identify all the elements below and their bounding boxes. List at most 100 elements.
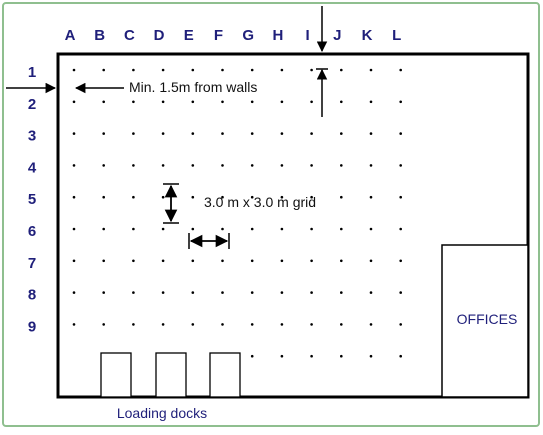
grid-dot — [280, 227, 284, 231]
grid-dot — [280, 132, 284, 135]
grid-dot — [310, 164, 313, 167]
column-label-h: H — [272, 27, 283, 44]
grid-dot — [399, 259, 403, 263]
grid-dot — [399, 100, 403, 104]
grid-dot — [161, 68, 165, 72]
grid-dot — [102, 323, 105, 326]
grid-dot — [161, 227, 165, 231]
grid-dot — [340, 259, 343, 263]
column-label-d: D — [154, 27, 165, 44]
loading-docks — [100, 352, 241, 398]
grid-dot — [310, 291, 313, 294]
grid-dot — [399, 195, 403, 199]
grid-dot — [102, 259, 105, 263]
grid-dot — [369, 354, 373, 358]
grid-dot — [221, 259, 224, 263]
column-label-k: K — [362, 27, 373, 44]
loading-dock-1 — [100, 352, 132, 398]
grid-dot — [310, 195, 313, 199]
column-label-b: B — [94, 27, 105, 44]
grid-dot — [369, 164, 373, 167]
grid-dot — [191, 164, 195, 167]
column-label-f: F — [214, 27, 223, 44]
grid-dot — [221, 132, 224, 135]
grid-dot — [369, 100, 373, 104]
grid-dot — [72, 323, 76, 326]
grid-dot — [310, 132, 313, 135]
grid-dot — [250, 132, 254, 135]
grid-dot — [250, 227, 254, 231]
grid-dot — [221, 68, 224, 72]
row-label-7: 7 — [28, 255, 36, 272]
grid-dot — [132, 227, 135, 231]
grid-dot — [161, 259, 165, 263]
grid-dot — [132, 259, 135, 263]
grid-dot — [340, 354, 343, 358]
grid-dot — [280, 164, 284, 167]
grid-dot — [280, 354, 284, 358]
row-label-6: 6 — [28, 223, 36, 240]
grid-dot — [102, 100, 105, 104]
grid-dot — [102, 195, 105, 199]
grid-dot — [369, 227, 373, 231]
grid-dot — [340, 100, 343, 104]
column-label-i: I — [306, 27, 310, 44]
frame-shadow — [2, 2, 540, 427]
grid-dot — [340, 164, 343, 167]
grid-dot — [102, 291, 105, 294]
grid-spacing-note: 3.0 m x 3.0 m grid — [204, 194, 316, 210]
grid-dot — [161, 100, 165, 104]
row-label-5: 5 — [28, 191, 36, 208]
grid-dot — [221, 291, 224, 294]
grid-dot — [310, 68, 313, 72]
grid-dot — [250, 323, 254, 326]
grid-dot — [399, 132, 403, 135]
column-labels: A B C D E F G H I J K L — [65, 27, 402, 44]
grid-dot — [161, 323, 165, 326]
building-outline — [56, 52, 530, 399]
grid-dot — [132, 323, 135, 326]
grid-dot — [161, 164, 165, 167]
grid-dot — [72, 195, 76, 199]
column-label-a: A — [65, 27, 76, 44]
grid-dot — [221, 195, 224, 199]
grid-dot — [369, 259, 373, 263]
grid-dot — [399, 323, 403, 326]
row-label-3: 3 — [28, 128, 36, 145]
grid-dot — [72, 164, 76, 167]
offices-block — [441, 244, 529, 398]
grid-dot — [191, 100, 195, 104]
column-grid-dots — [72, 68, 403, 358]
grid-dot — [132, 68, 135, 72]
grid-dot — [191, 227, 195, 231]
grid-dot — [72, 68, 76, 72]
grid-dot — [280, 291, 284, 294]
grid-dot — [72, 132, 76, 135]
grid-dot — [310, 259, 313, 263]
grid-dot — [102, 68, 105, 72]
row-label-4: 4 — [28, 159, 37, 176]
grid-dot — [250, 195, 254, 199]
grid-dot — [340, 323, 343, 326]
grid-dot — [310, 227, 313, 231]
column-label-l: L — [392, 27, 401, 44]
grid-dot — [132, 291, 135, 294]
grid-dot — [250, 291, 254, 294]
grid-dot — [280, 259, 284, 263]
grid-dot — [340, 68, 343, 72]
grid-dot — [399, 291, 403, 294]
column-label-c: C — [124, 27, 135, 44]
grid-dot — [102, 164, 105, 167]
offices-label: OFFICES — [457, 311, 518, 327]
row-labels: 1 2 3 4 5 6 7 8 9 — [28, 64, 37, 335]
row-label-8: 8 — [28, 287, 36, 304]
grid-dot — [280, 323, 284, 326]
grid-dot — [221, 164, 224, 167]
grid-dot — [250, 354, 254, 358]
column-label-j: J — [333, 27, 341, 44]
grid-dot — [191, 323, 195, 326]
grid-dot — [161, 195, 165, 199]
grid-dot — [369, 132, 373, 135]
